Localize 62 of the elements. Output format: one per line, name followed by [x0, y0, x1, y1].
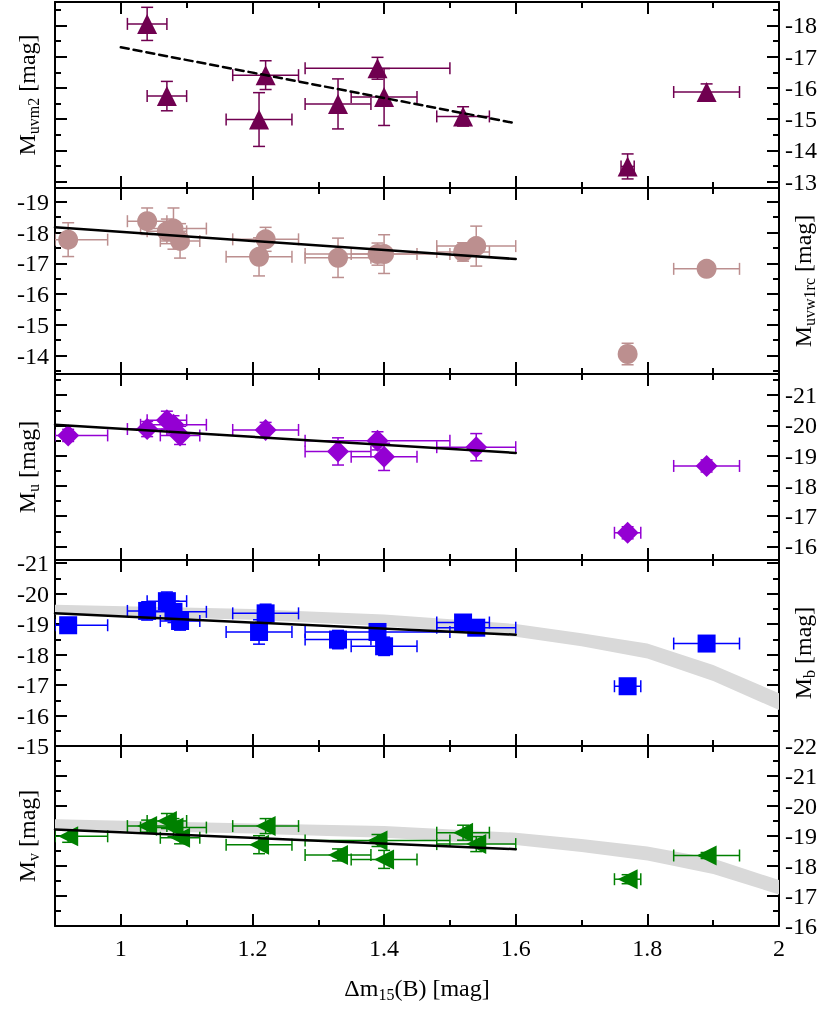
- point: [696, 845, 717, 866]
- point: [58, 229, 79, 250]
- y-tick-label: -16: [785, 74, 817, 101]
- y-axis-title: Mu [mag]: [14, 420, 42, 514]
- point: [695, 454, 718, 477]
- point: [328, 93, 349, 114]
- point: [137, 13, 158, 34]
- y-tick-label: -18: [17, 641, 49, 668]
- point: [328, 247, 349, 268]
- y-tick-label: -19: [785, 442, 817, 469]
- x-tick-label: 2: [773, 935, 785, 961]
- point: [617, 869, 638, 890]
- x-tick-label: 1.4: [369, 935, 400, 961]
- point: [374, 87, 395, 108]
- y-tick-label: -20: [785, 793, 817, 819]
- x-tick-label: 1: [114, 935, 127, 961]
- point: [466, 236, 487, 257]
- y-tick-label: -14: [785, 137, 817, 164]
- y-tick-label: -20: [17, 580, 49, 607]
- y-tick-label: -18: [785, 853, 817, 879]
- y-tick-label: -22: [785, 733, 817, 759]
- point: [249, 246, 270, 267]
- y-tick-label: -16: [785, 913, 817, 939]
- point: [696, 258, 717, 279]
- point: [618, 677, 637, 696]
- y-tick-label: -16: [17, 281, 49, 308]
- y-tick-label: -13: [785, 168, 817, 195]
- point: [156, 86, 177, 107]
- y-tick-label: -16: [17, 702, 49, 729]
- y-tick-label: -17: [785, 43, 817, 70]
- y-axis-title: Mb [mag]: [790, 606, 818, 700]
- y-tick-label: -18: [785, 12, 817, 39]
- y-tick-label: -21: [17, 550, 49, 577]
- point: [249, 109, 270, 130]
- point: [327, 440, 350, 463]
- y-tick-label: -15: [17, 733, 49, 759]
- x-tick-label: 1.2: [237, 935, 268, 961]
- y-tick-label: -19: [17, 188, 49, 215]
- y-tick-label: -15: [17, 311, 49, 338]
- y-tick-label: -17: [17, 250, 49, 277]
- y-axis-title: Muvm2 [mag]: [14, 34, 42, 156]
- x-tick-label: 1.8: [632, 935, 663, 961]
- y-tick-label: -19: [785, 823, 817, 849]
- y-tick-label: -21: [785, 382, 817, 409]
- y-tick-label: -19: [17, 611, 49, 638]
- y-axis-title: Mv [mag]: [14, 789, 42, 883]
- x-tick-label: 1.6: [500, 935, 531, 961]
- y-tick-label: -21: [785, 763, 817, 789]
- y-tick-label: -16: [785, 533, 817, 560]
- y-tick-label: -14: [17, 342, 49, 369]
- point: [250, 622, 269, 641]
- y-tick-label: -15: [785, 106, 817, 133]
- y-tick-label: -17: [785, 883, 817, 909]
- point: [59, 616, 78, 635]
- point: [697, 634, 716, 653]
- y-axis-title: Muvw1rc [mag]: [790, 214, 818, 348]
- y-tick-label: -17: [17, 672, 49, 699]
- y-tick-label: -18: [785, 472, 817, 499]
- y-tick-label: -20: [785, 412, 817, 439]
- y-tick-label: -18: [17, 219, 49, 246]
- y-tick-label: -17: [785, 503, 817, 530]
- point: [696, 82, 717, 103]
